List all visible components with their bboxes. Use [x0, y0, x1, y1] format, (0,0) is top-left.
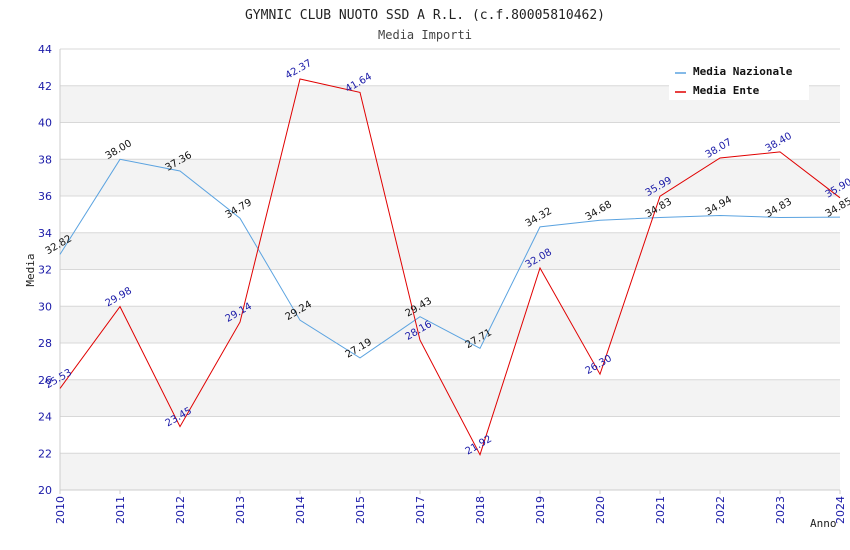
grid-band [60, 453, 840, 490]
chart-subtitle: Media Importi [378, 28, 472, 42]
series-line-ente [59, 78, 841, 456]
y-tick-label: 40 [38, 117, 52, 130]
data-label: 34.83 [764, 196, 794, 220]
legend-entry-ente: Media Ente [693, 84, 760, 97]
y-tick-label: 26 [38, 374, 52, 387]
y-tick-label: 30 [38, 300, 52, 313]
y-tick-label: 44 [38, 43, 52, 56]
chart-title: GYMNIC CLUB NUOTO SSD A R.L. (c.f.800058… [245, 8, 605, 23]
y-tick-label: 36 [38, 190, 52, 203]
x-tick-label: 2018 [474, 496, 487, 524]
legend-box [669, 60, 809, 100]
x-tick-label: 2011 [114, 496, 127, 524]
y-tick-label: 24 [38, 411, 52, 424]
x-tick-label: 2023 [774, 496, 787, 524]
y-tick-label: 32 [38, 264, 52, 277]
grid-band [60, 306, 840, 343]
grid-band [60, 232, 840, 270]
legend-entry-nazionale: Media Nazionale [693, 65, 793, 78]
x-tick-label: 2015 [354, 496, 367, 524]
x-tick-label: 2021 [654, 496, 667, 524]
data-label: 38.00 [104, 138, 134, 162]
y-tick-label: 28 [38, 337, 52, 350]
x-tick-label: 2020 [594, 496, 607, 524]
x-tick-label: 2014 [294, 496, 307, 524]
data-label: 38.40 [764, 131, 794, 155]
x-axis-ticks: 2010 2011 2012 2013 2014 2015 2017 2018 2019 2020… [54, 490, 847, 524]
x-axis-label: Anno [810, 517, 837, 530]
y-axis-ticks: 20 22 24 26 28 30 32 34 36 38 40 42 44 [38, 43, 52, 497]
x-tick-label: 2017 [414, 496, 427, 524]
x-tick-label: 2013 [234, 496, 247, 524]
x-tick-label: 2024 [834, 496, 847, 524]
legend: Media Nazionale Media Ente [669, 60, 809, 100]
x-tick-label: 2010 [54, 496, 67, 524]
y-tick-label: 22 [38, 447, 52, 460]
y-tick-label: 42 [38, 80, 52, 93]
series-line-nazionale [59, 158, 841, 359]
grid-bands [60, 85, 840, 490]
grid-band [60, 159, 840, 196]
data-label: 26.30 [584, 353, 614, 377]
series-group [59, 78, 841, 456]
y-axis-label: Media [24, 253, 37, 286]
x-tick-label: 2022 [714, 496, 727, 524]
data-label: 42.37 [284, 58, 314, 82]
y-tick-label: 20 [38, 484, 52, 497]
data-label: 34.94 [704, 194, 734, 218]
x-tick-label: 2012 [174, 496, 187, 524]
y-tick-label: 38 [38, 153, 52, 166]
y-tick-label: 34 [38, 227, 52, 240]
x-tick-label: 2019 [534, 496, 547, 524]
axes [59, 49, 840, 491]
